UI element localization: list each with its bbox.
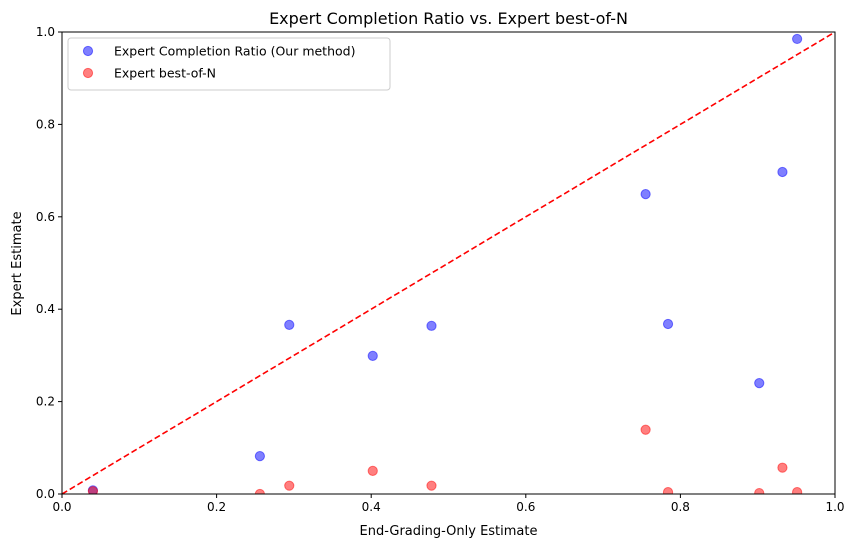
data-point: [777, 462, 788, 473]
plot-clipped-group: [62, 32, 835, 494]
data-point: [754, 378, 765, 389]
y-tick-label: 0.8: [36, 117, 55, 131]
data-point: [662, 487, 674, 494]
x-tick-label: 0.8: [671, 500, 690, 514]
data-point: [87, 486, 99, 494]
y-tick-label: 0.4: [36, 302, 55, 316]
data-point: [662, 318, 674, 330]
legend: Expert Completion Ratio (Our method) Expe…: [67, 37, 391, 91]
data-point: [640, 424, 651, 435]
data-point: [640, 189, 651, 200]
data-point: [284, 319, 295, 331]
data-point: [792, 487, 803, 494]
data-point: [777, 166, 788, 178]
x-tick-label: 0.6: [516, 500, 535, 514]
series-1: [87, 424, 803, 494]
legend-box: [67, 37, 391, 91]
reference-diagonal-line: [62, 32, 835, 494]
chart-title: Expert Completion Ratio vs. Expert best-…: [269, 9, 628, 28]
data-point: [254, 451, 265, 462]
data-point: [367, 465, 378, 476]
data-point: [792, 33, 803, 45]
x-tick-label: 1.0: [825, 500, 844, 514]
x-tick-label: 0.2: [207, 500, 226, 514]
x-tick-label: 0.4: [362, 500, 381, 514]
y-tick-label: 1.0: [36, 25, 55, 39]
y-tick-label: 0.6: [36, 210, 55, 224]
x-axis-label: End-Grading-Only Estimate: [360, 524, 538, 539]
axes: 0.0 0.2 0.4 0.6 0.8 1.0 0.0 0.2 0.4 0.6 0.8 1.0: [36, 25, 845, 514]
x-tick-label: 0.0: [52, 500, 71, 514]
plot-area: [62, 32, 835, 494]
y-axis-label: Expert Estimate: [10, 211, 25, 315]
data-point: [367, 350, 378, 361]
legend-label: Expert Completion Ratio (Our method): [114, 44, 355, 59]
y-tick-label: 0.2: [36, 395, 55, 409]
y-tick-label: 0.0: [36, 487, 55, 501]
legend-marker: [82, 45, 94, 57]
data-point: [426, 320, 437, 331]
legend-label: Expert best-of-N: [114, 66, 216, 81]
series-0: [87, 33, 803, 494]
data-point: [754, 487, 765, 494]
data-point: [426, 480, 437, 491]
axes-frame: [61, 31, 836, 495]
legend-marker: [82, 67, 94, 79]
data-point: [284, 480, 295, 491]
